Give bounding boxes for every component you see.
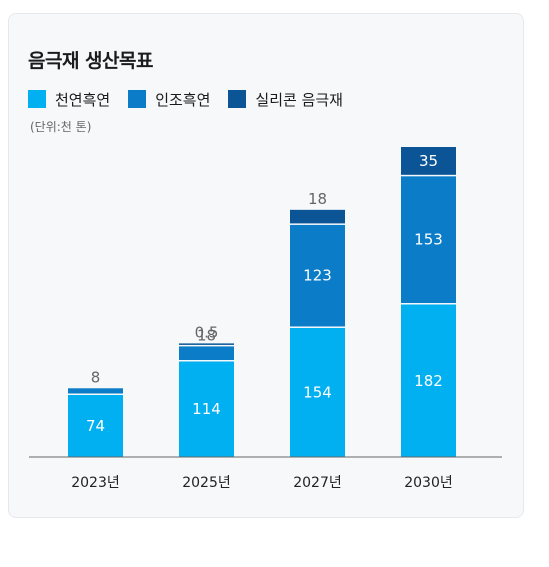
- legend-label-silicon-anode: 실리콘 음극재: [255, 90, 343, 109]
- bar-synthetic-graphite-2023: [68, 388, 123, 394]
- x-tick-label-2025: 2025년: [182, 475, 231, 491]
- data-label-silicon-anode-2027: 18: [308, 190, 327, 208]
- bar-natural-graphite-2023: [68, 395, 123, 457]
- bar-synthetic-graphite-2025: [179, 346, 234, 360]
- bar-synthetic-graphite-2030: [401, 176, 456, 304]
- data-label-synthetic-graphite-2023: 8: [91, 368, 101, 386]
- legend-item-natural-graphite: 천연흑연: [28, 89, 110, 110]
- legend-label-natural-graphite: 천연흑연: [55, 90, 111, 109]
- bar-natural-graphite-2027: [290, 327, 345, 457]
- legend-item-silicon-anode: 실리콘 음극재: [228, 89, 343, 110]
- bar-silicon-anode-2027: [290, 209, 345, 224]
- data-label-natural-graphite-2023: 74: [86, 417, 105, 435]
- data-label-silicon-anode-2030: 35: [419, 152, 438, 170]
- x-tick-label-2023: 2023년: [71, 475, 120, 491]
- legend-swatch-synthetic-graphite: [128, 90, 147, 108]
- bar-natural-graphite-2025: [179, 361, 234, 457]
- legend-swatch-natural-graphite: [28, 90, 46, 108]
- x-tick-label-2030: 2030년: [404, 475, 453, 491]
- legend-item-synthetic-graphite: 인조흑연: [128, 89, 210, 110]
- data-label-synthetic-graphite-2027: 123: [303, 267, 332, 285]
- data-label-silicon-anode-2025: 0.5: [195, 323, 219, 341]
- x-tick-labels: 2023년 2025년 2027년 2030년: [71, 475, 453, 491]
- data-label-synthetic-graphite-2025: 18: [197, 326, 216, 344]
- unit-note: (단위:천 톤): [30, 120, 92, 134]
- data-label-natural-graphite-2030: 182: [414, 372, 443, 390]
- x-tick-label-2027: 2027년: [293, 475, 342, 491]
- bar-silicon-anode-2025: [179, 343, 234, 345]
- data-label-natural-graphite-2025: 114: [192, 400, 221, 418]
- data-label-synthetic-graphite-2030: 153: [414, 231, 443, 249]
- legend-swatch-silicon-anode: [228, 90, 247, 108]
- legend: 천연흑연 인조흑연 실리콘 음극재: [28, 88, 361, 110]
- chart-title: 음극재 생산목표: [28, 50, 153, 72]
- bar-silicon-anode-2030: [401, 147, 456, 175]
- legend-label-synthetic-graphite: 인조흑연: [155, 90, 211, 109]
- data-label-natural-graphite-2027: 154: [303, 383, 332, 401]
- bar-synthetic-graphite-2027: [290, 224, 345, 327]
- bar-natural-graphite-2030: [401, 304, 456, 457]
